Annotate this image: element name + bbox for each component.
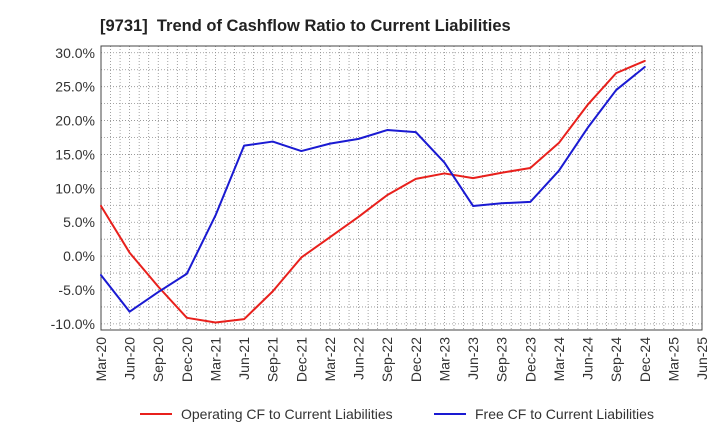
operating-cf-to-current-liabilities-point <box>356 214 362 220</box>
operating-cf-to-current-liabilities-point <box>556 140 562 146</box>
free-cf-to-current-liabilities-point <box>556 168 562 174</box>
free-cf-to-current-liabilities-point <box>127 309 133 315</box>
legend-label-operating-cf: Operating CF to Current Liabilities <box>181 406 393 422</box>
x-tick-label: Mar-21 <box>207 337 223 382</box>
operating-cf-to-current-liabilities-point <box>441 170 447 176</box>
free-cf-to-current-liabilities-point <box>642 64 648 70</box>
operating-cf-to-current-liabilities-point <box>298 254 304 260</box>
free-cf-to-current-liabilities-point <box>184 271 190 277</box>
x-tick-label: Jun-25 <box>694 337 710 380</box>
axis-tick-labels: 30.0% 25.0% 20.0% 15.0% 10.0% 5.0% 0.0% -5.0% -1… <box>51 45 710 382</box>
free-cf-to-current-liabilities-point <box>585 125 591 131</box>
operating-cf-to-current-liabilities-point <box>499 170 505 176</box>
x-tick-label: Dec-20 <box>179 337 195 382</box>
operating-cf-to-current-liabilities-point <box>270 288 276 294</box>
operating-cf-to-current-liabilities-point <box>155 284 161 290</box>
free-cf-to-current-liabilities-point <box>241 143 247 149</box>
x-tick-label: Jun-21 <box>236 337 252 380</box>
x-tick-label: Sep-24 <box>608 337 624 382</box>
free-cf-to-current-liabilities-point <box>413 129 419 135</box>
x-tick-label: Mar-23 <box>436 337 452 382</box>
free-cf-to-current-liabilities-point <box>470 203 476 209</box>
free-cf-to-current-liabilities-point <box>613 87 619 93</box>
x-tick-label: Mar-24 <box>551 337 567 382</box>
gridlines <box>100 46 703 330</box>
x-tick-label: Dec-21 <box>293 337 309 382</box>
operating-cf-to-current-liabilities-point <box>184 315 190 321</box>
chart-title: [9731] Trend of Cashflow Ratio to Curren… <box>100 17 511 35</box>
operating-cf-to-current-liabilities-point <box>98 203 104 209</box>
free-cf-to-current-liabilities-point <box>441 160 447 166</box>
free-cf-to-current-liabilities-point <box>327 141 333 147</box>
x-tick-label: Jun-22 <box>351 337 367 380</box>
y-tick-label: 20.0% <box>55 113 95 129</box>
legend-label-free-cf: Free CF to Current Liabilities <box>475 406 654 422</box>
x-tick-label: Dec-23 <box>522 337 538 382</box>
y-tick-label: 25.0% <box>55 79 95 95</box>
x-tick-label: Jun-20 <box>122 337 138 380</box>
free-cf-to-current-liabilities-point <box>98 272 104 278</box>
plot-area <box>100 45 703 331</box>
y-tick-label: 5.0% <box>63 214 95 230</box>
y-tick-label: 10.0% <box>55 180 95 196</box>
y-tick-label: 0.0% <box>63 248 95 264</box>
x-tick-label: Sep-23 <box>494 337 510 382</box>
free-cf-to-current-liabilities-point <box>270 139 276 145</box>
x-tick-label: Sep-22 <box>379 337 395 382</box>
operating-cf-to-current-liabilities-point <box>585 102 591 108</box>
operating-cf-to-current-liabilities-point <box>212 320 218 326</box>
operating-cf-to-current-liabilities-point <box>413 176 419 182</box>
y-tick-label: 30.0% <box>55 45 95 61</box>
operating-cf-to-current-liabilities-point <box>470 175 476 181</box>
series-lines <box>98 58 648 326</box>
x-tick-label: Jun-23 <box>465 337 481 380</box>
x-tick-label: Jun-24 <box>580 337 596 380</box>
free-cf-to-current-liabilities-point <box>298 148 304 154</box>
x-tick-label: Sep-21 <box>265 337 281 382</box>
x-tick-label: Sep-20 <box>150 337 166 382</box>
free-cf-to-current-liabilities-point <box>212 212 218 218</box>
x-tick-label: Mar-25 <box>665 337 681 382</box>
legend: Operating CF to Current Liabilities Free… <box>140 406 654 422</box>
x-tick-label: Mar-20 <box>93 337 109 382</box>
operating-cf-to-current-liabilities-point <box>327 234 333 240</box>
y-tick-label: 15.0% <box>55 146 95 162</box>
operating-cf-to-current-liabilities-point <box>384 192 390 198</box>
operating-cf-to-current-liabilities-point <box>613 70 619 76</box>
operating-cf-to-current-liabilities-point <box>642 58 648 64</box>
free-cf-to-current-liabilities-point <box>356 136 362 142</box>
x-tick-label: Dec-24 <box>637 337 653 382</box>
y-tick-label: -5.0% <box>58 282 95 298</box>
legend-item-free-cf: Free CF to Current Liabilities <box>434 406 654 422</box>
free-cf-to-current-liabilities-line <box>100 66 646 313</box>
free-cf-to-current-liabilities-point <box>155 289 161 295</box>
operating-cf-to-current-liabilities-point <box>527 165 533 171</box>
x-tick-label: Dec-22 <box>408 337 424 382</box>
operating-cf-to-current-liabilities-point <box>241 316 247 322</box>
y-tick-label: -10.0% <box>51 316 95 332</box>
free-cf-to-current-liabilities-point <box>499 200 505 206</box>
free-cf-to-current-liabilities-point <box>384 127 390 133</box>
legend-item-operating-cf: Operating CF to Current Liabilities <box>140 406 393 422</box>
free-cf-to-current-liabilities-point <box>527 199 533 205</box>
operating-cf-to-current-liabilities-line <box>100 59 646 324</box>
x-tick-label: Mar-22 <box>322 337 338 382</box>
operating-cf-to-current-liabilities-point <box>127 250 133 256</box>
